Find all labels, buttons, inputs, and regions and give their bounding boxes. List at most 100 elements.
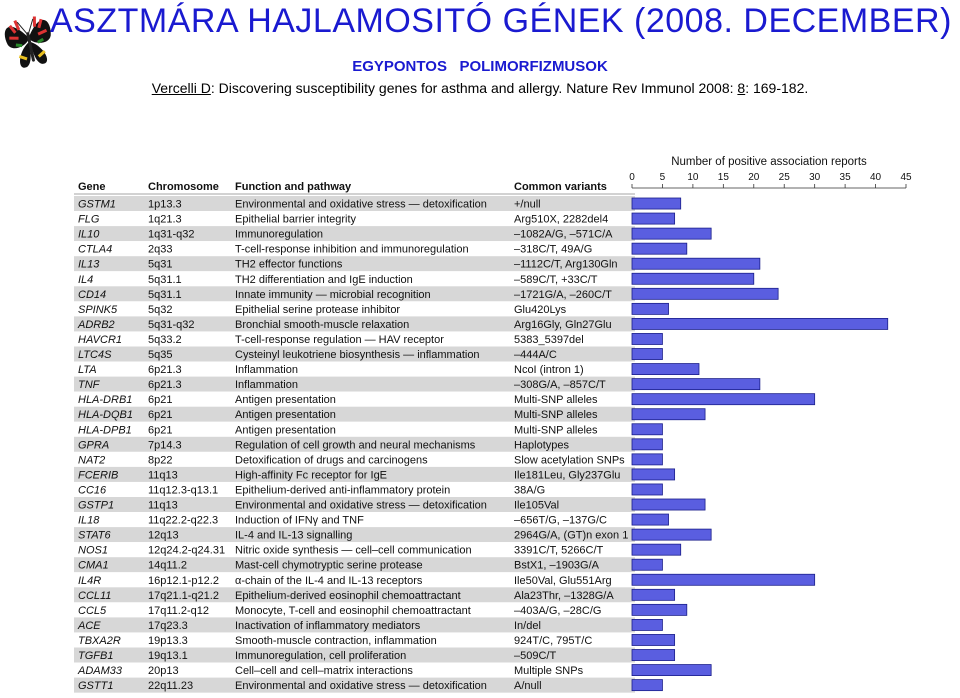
axis-title: Number of positive association reports [671,156,867,168]
table-cell: 5383_5397del [514,334,584,346]
bar-TNF [631,378,761,391]
table-cell: 8p22 [148,454,172,466]
gene-label: HLA-DRB1 [78,394,132,406]
table-cell: T-cell-response regulation — HAV recepto… [235,334,444,346]
table-cell: TH2 differentiation and IgE induction [235,274,413,286]
table-cell: 6p21.3 [148,379,182,391]
table-cell: 17q11.2-q12 [148,605,209,617]
gene-label: IL13 [78,259,100,271]
table-cell: Regulation of cell growth and neural mec… [235,439,476,451]
table-cell: 5q31.1 [148,274,182,286]
table-row [74,466,635,482]
axis-tick-label: 15 [718,172,730,183]
gene-label: CD14 [78,289,106,301]
table-cell: 11q13 [148,500,178,512]
table-cell: Cysteinyl leukotriene biosynthesis — inf… [235,349,480,361]
bar-CTLA4 [631,242,688,255]
gene-label: IL10 [78,229,100,241]
table-row [74,331,635,347]
table-cell: Slow acetylation SNPs [514,454,625,466]
gene-label: ADAM33 [77,665,123,677]
table-cell: 2964G/A, (GT)n exon 1 [514,530,628,542]
bar-FCERIB [631,468,676,481]
table-cell: Ile181Leu, Gly237Glu [514,469,620,481]
table-cell: 1p13.3 [148,199,182,211]
table-cell: 11q13 [148,469,178,481]
table-cell: Environmental and oxidative stress — det… [235,199,487,211]
bar-TBXA2R [631,634,676,646]
table-row [74,361,635,377]
table-row [74,436,635,452]
bar-NOS1 [631,543,682,556]
table-cell: –308G/A, –857C/T [514,379,606,391]
table-cell: 5q33.2 [148,334,182,346]
table-row [74,647,635,663]
table-cell: –1721G/A, –260C/T [514,289,612,301]
bar-IL4R [631,573,816,586]
table-cell: Epithelium-derived anti-inflammatory pro… [235,484,450,496]
table-row [74,211,635,227]
axis-tick-label: 10 [687,172,699,183]
table-row [74,346,635,362]
table-cell: Innate immunity — microbial recognition [235,289,431,301]
table-cell: 924T/C, 795T/C [514,635,592,647]
table-cell: –403A/G, –28C/G [514,605,601,617]
gene-label: SPINK5 [78,304,118,316]
gene-label: HLA-DQB1 [78,409,133,421]
bar-HLA-DPB1 [631,423,663,436]
table-row [74,512,635,528]
page-title: ASZTMÁRA HAJLAMOSITÓ GÉNEK (2008. DECEMB… [50,2,952,40]
gene-label: CC16 [78,484,107,496]
table-row [74,632,635,648]
table-cell: +/null [514,199,541,211]
table-row [74,316,635,332]
table-cell: –1082A/G, –571C/A [514,229,613,241]
table-cell: Epithelium-derived eosinophil chemoattra… [235,590,461,602]
table-cell: Ala23Thr, –1328G/A [514,590,614,602]
axis-tick-label: 0 [629,172,635,183]
bar-IL10 [631,227,712,240]
axis-tick-label: 30 [809,172,821,183]
gene-label: IL18 [78,515,100,527]
table-cell: –589C/T, +33C/T [514,274,598,286]
table-row [74,421,635,437]
bar-HLA-DRB1 [631,393,816,406]
bar-FLG [631,212,676,225]
table-cell: –509C/T [514,650,556,662]
gene-label: STAT6 [78,530,111,542]
table-cell: 5q31 [148,259,172,271]
gene-label: ADRB2 [77,319,115,331]
citation-author[interactable]: Vercelli D [151,80,211,96]
table-cell: 1q31-q32 [148,229,195,241]
table-cell: 6p21 [148,409,172,421]
table-row [74,406,635,422]
gene-label: GSTP1 [78,500,114,512]
table-cell: 22q11.23 [148,680,193,692]
table-cell: Environmental and oxidative stress — det… [235,680,487,692]
table-cell: 17q21.1-q21.2 [148,590,219,602]
table-cell: 1q21.3 [148,214,182,226]
gene-label: TNF [78,379,101,391]
table-cell: α-chain of the IL-4 and IL-13 receptors [235,575,423,587]
bar-GSTT1 [631,679,663,692]
table-cell: Cell–cell and cell–matrix interactions [235,665,413,677]
bar-IL18 [631,513,669,526]
table-cell: Epithelial barrier integrity [235,214,357,226]
table-cell: Immunoregulation, cell proliferation [235,650,406,662]
table-row [74,587,635,603]
citation: Vercelli D: Discovering susceptibility g… [0,80,960,96]
gene-label: HLA-DPB1 [78,424,132,436]
bar-series [631,197,889,692]
table-cell: Multi-SNP alleles [514,409,598,421]
column-header: Gene [78,181,106,193]
bar-CCL5 [631,603,688,616]
table-row [74,226,635,242]
axis-tick-label: 5 [660,172,666,183]
table-cell: Inflammation [235,379,298,391]
table-cell: 5q31-q32 [148,319,195,331]
table-row [74,572,635,588]
table-row [74,662,635,678]
table-cell: 6p21.3 [148,364,182,376]
table-cell: In/del [514,620,541,632]
gene-label: ACE [77,620,101,632]
